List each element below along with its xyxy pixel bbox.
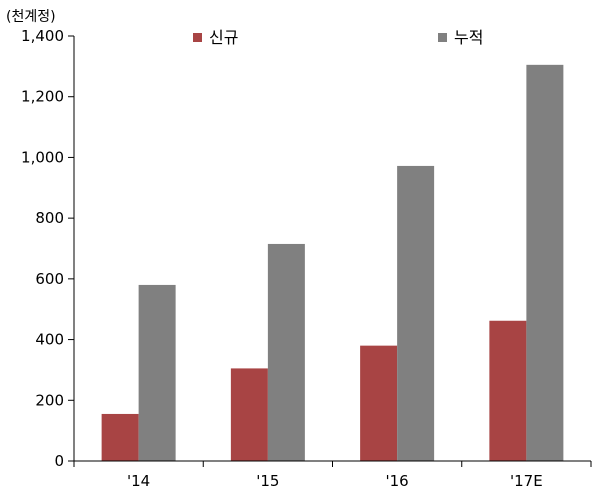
y-tick-label: 200	[35, 391, 64, 409]
x-tick-label: '14	[127, 472, 150, 490]
y-axis-ticks: 0 200 400 600 800 1,000 1,200 1,400	[21, 27, 74, 470]
x-axis-ticks: '14 '15 '16 '17E	[73, 461, 592, 490]
x-tick-label: '15	[256, 472, 279, 490]
y-tick-label: 0	[54, 452, 64, 470]
bar-new	[360, 345, 398, 461]
bar-cumulative	[138, 284, 176, 461]
x-tick-label: '17E	[510, 472, 543, 490]
legend-label: 신규	[209, 28, 238, 47]
bar-new	[489, 320, 527, 461]
bar-cumulative	[397, 165, 435, 461]
legend: 신규 누적	[193, 28, 483, 47]
legend-swatch	[438, 33, 447, 42]
bar-new	[101, 413, 139, 461]
legend-swatch	[193, 33, 202, 42]
bars	[101, 64, 564, 461]
y-tick-label: 600	[35, 270, 64, 288]
y-tick-label: 1,000	[21, 148, 64, 166]
y-tick-label: 400	[35, 331, 64, 349]
y-tick-label: 800	[35, 209, 64, 227]
bar-cumulative	[267, 243, 305, 461]
x-tick-label: '16	[386, 472, 409, 490]
bar-new	[230, 368, 268, 461]
legend-label: 누적	[454, 28, 483, 47]
bar-cumulative	[526, 64, 564, 461]
y-tick-label: 1,200	[21, 88, 64, 106]
y-tick-label: 1,400	[21, 27, 64, 45]
y-axis-unit-label: (천계정)	[6, 9, 56, 25]
